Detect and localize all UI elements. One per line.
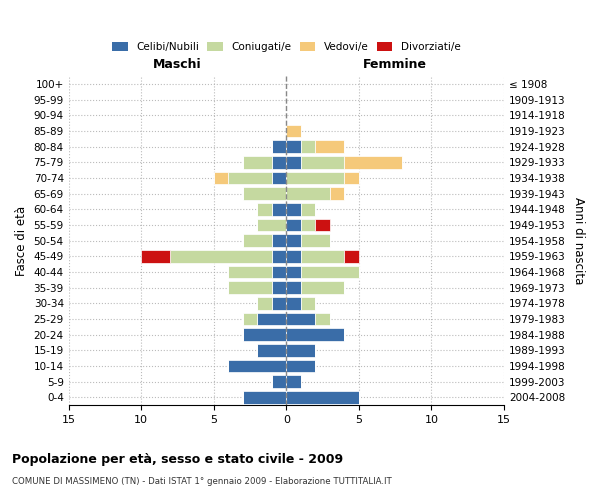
Bar (301, 156, 344, 168)
Bar (257, 203, 272, 215)
Bar (286, 297, 301, 310)
Bar (330, 188, 344, 200)
Bar (243, 313, 257, 326)
Bar (243, 188, 286, 200)
Bar (257, 297, 272, 310)
Bar (272, 234, 286, 247)
Bar (286, 124, 301, 137)
Bar (272, 203, 286, 215)
Bar (316, 140, 344, 153)
Bar (286, 250, 301, 262)
Bar (286, 156, 301, 168)
Text: Maschi: Maschi (153, 58, 202, 71)
Bar (272, 282, 286, 294)
Bar (316, 313, 330, 326)
Text: COMUNE DI MASSIMENO (TN) - Dati ISTAT 1° gennaio 2009 - Elaborazione TUTTITALIA.: COMUNE DI MASSIMENO (TN) - Dati ISTAT 1°… (12, 478, 392, 486)
Bar (286, 376, 301, 388)
Bar (272, 172, 286, 184)
Bar (141, 250, 170, 262)
Bar (301, 234, 330, 247)
Bar (243, 391, 286, 404)
Bar (214, 172, 228, 184)
Bar (301, 297, 316, 310)
Bar (344, 172, 359, 184)
Bar (228, 360, 286, 372)
Bar (286, 391, 359, 404)
Bar (286, 218, 301, 231)
Bar (286, 344, 316, 356)
Bar (272, 376, 286, 388)
Bar (301, 282, 344, 294)
Bar (316, 218, 330, 231)
Bar (344, 156, 403, 168)
Bar (286, 313, 316, 326)
Bar (286, 188, 330, 200)
Bar (286, 234, 301, 247)
Bar (301, 250, 344, 262)
Bar (257, 313, 286, 326)
Text: Femmine: Femmine (363, 58, 427, 71)
Bar (272, 156, 286, 168)
Bar (286, 282, 301, 294)
Bar (301, 218, 316, 231)
Bar (301, 140, 316, 153)
Bar (344, 250, 359, 262)
Bar (257, 218, 286, 231)
Bar (286, 360, 316, 372)
Bar (286, 140, 301, 153)
Bar (243, 156, 272, 168)
Bar (286, 328, 344, 341)
Bar (272, 266, 286, 278)
Legend: Celibi/Nubili, Coniugati/e, Vedovi/e, Divorziati/e: Celibi/Nubili, Coniugati/e, Vedovi/e, Di… (112, 42, 460, 52)
Bar (243, 328, 286, 341)
Y-axis label: Fasce di età: Fasce di età (15, 206, 28, 276)
Bar (257, 344, 286, 356)
Bar (286, 203, 301, 215)
Bar (272, 140, 286, 153)
Y-axis label: Anni di nascita: Anni di nascita (572, 197, 585, 284)
Bar (243, 234, 272, 247)
Bar (170, 250, 272, 262)
Bar (272, 297, 286, 310)
Bar (272, 250, 286, 262)
Bar (286, 266, 301, 278)
Bar (286, 172, 344, 184)
Bar (301, 203, 316, 215)
Bar (228, 172, 272, 184)
Bar (228, 282, 272, 294)
Bar (301, 266, 359, 278)
Text: Popolazione per età, sesso e stato civile - 2009: Popolazione per età, sesso e stato civil… (12, 452, 343, 466)
Bar (228, 266, 272, 278)
